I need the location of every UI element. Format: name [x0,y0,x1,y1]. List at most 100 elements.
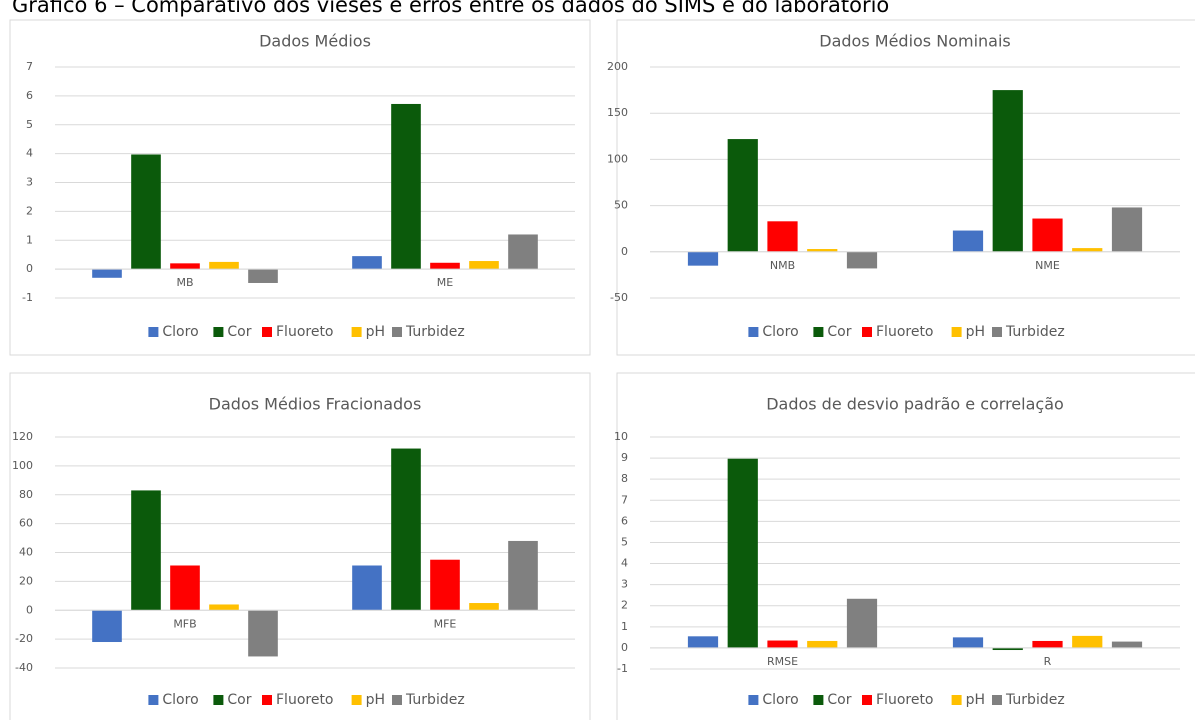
bar [952,230,984,252]
legend-label: Cloro [762,692,798,708]
bar [846,598,878,648]
x-tick-label: MFB [173,617,196,630]
y-tick-label: 5 [26,118,33,131]
y-tick-label: 100 [12,459,33,472]
y-tick-label: 40 [19,546,33,559]
y-tick-label: 0 [26,262,33,275]
y-tick-label: -20 [15,632,33,645]
y-tick-label: 60 [19,517,33,530]
legend-swatch [351,327,362,337]
legend-label: Turbidez [405,692,465,708]
bar [727,139,758,252]
y-tick-label: 6 [26,89,33,102]
legend-swatch [813,327,824,337]
legend-swatch [748,695,759,705]
legend-label: Cloro [162,324,198,340]
legend-swatch [213,327,224,337]
legend-label: Turbidez [1005,692,1065,708]
bar [1032,218,1063,252]
bar [248,269,278,283]
bar [131,154,161,270]
bar [131,490,161,611]
y-tick-label: 150 [607,106,628,119]
bar [992,647,1023,651]
y-tick-label: 2 [621,599,628,612]
legend-swatch [992,695,1002,705]
chart-title: Dados de desvio padrão e correlação [766,395,1064,414]
legend-swatch [992,327,1002,337]
legend-swatch [148,327,159,337]
bar [170,263,200,270]
bar [209,604,239,611]
y-tick-label: 1 [26,233,33,246]
x-tick-label: R [1044,655,1052,668]
y-tick-label: -50 [610,291,628,304]
legend-label: Cor [827,692,851,708]
y-tick-label: 1 [621,620,628,633]
y-tick-label: 200 [607,60,628,73]
y-tick-label: 10 [614,430,628,443]
chart-title: Dados Médios Fracionados [209,395,422,414]
bar [992,90,1023,252]
bar [1032,640,1063,648]
bar [767,221,798,252]
bar [1111,641,1143,648]
y-tick-label: 80 [19,488,33,501]
legend-swatch [862,327,872,337]
y-tick-label: 20 [19,574,33,587]
legend-label: Cloro [762,324,798,340]
bar [807,249,838,252]
y-tick-label: 100 [607,152,628,165]
legend-label: Turbidez [1005,324,1065,340]
bar [1072,248,1103,252]
bar [687,251,719,266]
bar [352,565,382,611]
chart-frame [616,372,1195,720]
bar [248,610,278,657]
y-tick-label: 5 [621,535,628,548]
legend-swatch [262,327,272,337]
legend-label: Fluoreto [876,692,934,708]
bar [209,261,239,270]
legend-swatch [862,695,872,705]
x-tick-label: MFE [434,617,457,630]
y-tick-label: 3 [26,176,33,189]
legend-label: pH [966,692,985,708]
legend-label: Cor [227,324,251,340]
y-tick-label: -1 [22,291,33,304]
y-tick-label: -40 [15,661,33,674]
bar [727,458,758,648]
bar [508,234,538,270]
x-tick-label: ME [437,276,453,289]
bar [508,540,538,611]
y-tick-label: 4 [26,147,33,160]
bar [92,610,122,643]
bar [807,640,838,648]
legend-swatch [392,327,402,337]
x-tick-label: NMB [770,259,795,272]
legend-swatch [148,695,159,705]
y-tick-label: 9 [621,451,628,464]
chart-title: Dados Médios Nominais [819,32,1010,51]
bar [469,603,499,611]
legend-label: Fluoreto [876,324,934,340]
legend-label: Fluoreto [276,324,334,340]
x-tick-label: MB [176,276,193,289]
bar [170,565,200,611]
bar [430,262,460,270]
legend-label: Cor [227,692,251,708]
bar [391,448,421,611]
bar [92,269,122,278]
legend-label: Cloro [162,692,198,708]
bar [687,636,719,648]
legend-swatch [951,327,962,337]
legend-swatch [748,327,759,337]
legend-label: pH [366,324,385,340]
legend-label: Cor [827,324,851,340]
chart-title: Dados Médios [259,32,371,51]
y-tick-label: 8 [621,472,628,485]
bar [767,640,798,648]
chart-frame [616,19,1195,356]
